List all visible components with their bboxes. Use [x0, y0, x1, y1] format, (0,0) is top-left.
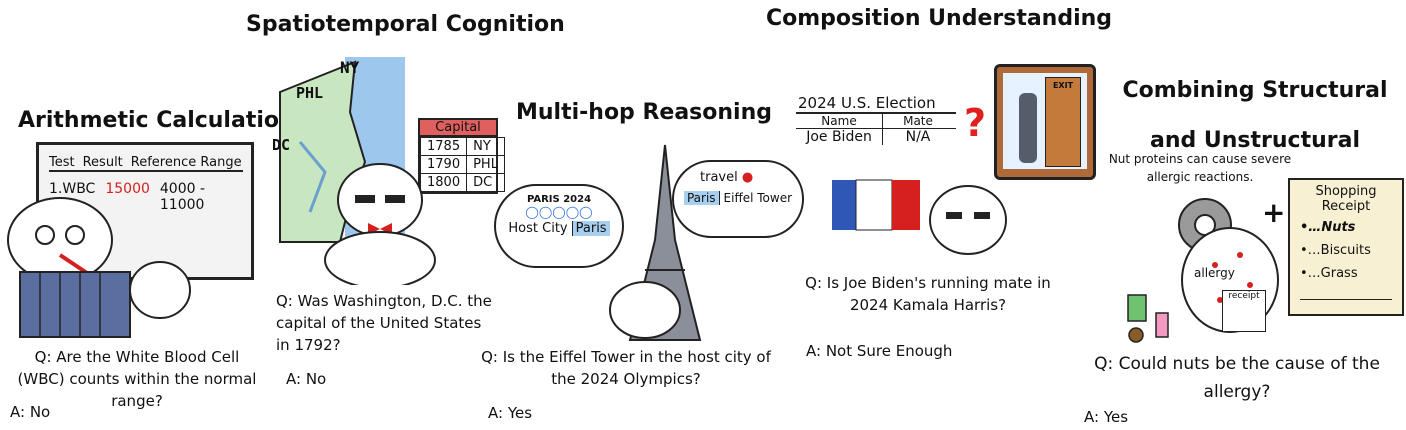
travel-row: Paris Eiffel Tower — [674, 191, 802, 205]
calendar-header: Capital — [420, 120, 496, 137]
host-city-value: Paris — [572, 221, 610, 236]
receipt-item: •…Grass — [1300, 266, 1358, 281]
small-receipt-label: receipt — [1228, 291, 1260, 301]
travel-text: travel — [700, 170, 738, 185]
map-label-phl: PHL — [296, 84, 324, 102]
alpaca-sick-illustration — [7, 197, 191, 338]
exit-door: EXIT — [1045, 77, 1081, 167]
calendar-year: 1785 — [419, 137, 468, 156]
election-title: 2024 U.S. Election — [796, 94, 956, 114]
calendar-city: PHL — [466, 155, 505, 174]
board-header: Test Result Reference Range — [49, 155, 243, 172]
composition-title: Composition Understanding — [766, 6, 1113, 31]
multihop-question: Q: Is the Eiffel Tower in the host city … — [481, 348, 771, 388]
receipt-item: •…Biscuits — [1300, 243, 1371, 258]
plus-icon: + — [1262, 196, 1286, 229]
host-city-row: Host City Paris — [496, 221, 622, 236]
structural-title: Combining Structural and Unstructural — [1122, 78, 1388, 153]
eiffel-tower-illustration — [609, 144, 702, 341]
tv-screen: EXIT — [1003, 73, 1087, 169]
receipt-item-label: Nuts — [1321, 220, 1356, 235]
map-label-dc: DC — [272, 136, 291, 154]
calendar-table: 1785 NY 1790 PHL 1800 DC — [419, 137, 505, 192]
structural-question: Q: Could nuts be the cause of the allerg… — [1094, 354, 1380, 402]
composition-question: Q: Is Joe Biden's running mate in 2024 K… — [805, 274, 1051, 314]
host-city-label: Host City — [508, 221, 573, 236]
composition-answer: A: Not Sure Enough — [806, 342, 953, 360]
alpaca-sunglasses-illustration — [324, 163, 436, 285]
board-header-range: Reference Range — [130, 155, 242, 170]
board-test: 1.WBC — [49, 181, 96, 197]
map-label-ny: NY — [340, 58, 360, 77]
election-table: 2024 U.S. Election Name Mate Joe Biden N… — [796, 94, 956, 145]
calendar-year: 1800 — [419, 173, 468, 192]
question-mark-icon: ? — [964, 101, 986, 145]
travel-city: Paris — [683, 191, 720, 205]
receipt-title: Shopping Receipt — [1315, 184, 1377, 214]
capital-calendar: Capital 1785 NY 1790 PHL 1800 DC — [418, 118, 505, 194]
multihop-answer: A: Yes — [488, 404, 533, 422]
arithmetic-answer: A: No — [10, 403, 51, 421]
receipt-divider — [1300, 299, 1392, 300]
travel-place: Eiffel Tower — [723, 191, 793, 205]
spatiotemporal-answer: A: No — [286, 370, 327, 388]
travel-label: travel ● — [700, 170, 802, 185]
calendar-city: DC — [466, 173, 505, 192]
spatiotemporal-title: Spatiotemporal Cognition — [246, 12, 565, 37]
calendar-city: NY — [466, 137, 505, 156]
multihop-title: Multi-hop Reasoning — [516, 100, 772, 125]
olympics-label: PARIS 2024 — [526, 194, 592, 205]
board-header-result: Result — [82, 155, 123, 170]
receipt-item: •…Nuts — [1300, 220, 1356, 235]
travel-cloud: travel ● Paris Eiffel Tower — [672, 160, 804, 238]
calendar-year: 1790 — [419, 155, 468, 174]
spatiotemporal-question: Q: Was Washington, D.C. the capital of t… — [276, 292, 492, 354]
shopping-receipt: Shopping Receipt •…Nuts •…Biscuits •…Gra… — [1288, 178, 1404, 316]
calendar-row: 1785 NY — [419, 137, 505, 156]
olympic-rings-icon: ◯◯◯◯◯ — [525, 205, 593, 219]
calendar-row: 1790 PHL — [419, 155, 505, 174]
calendar-row: 1800 DC — [419, 173, 505, 192]
board-header-test: Test — [49, 155, 75, 170]
election-header: Name Mate — [796, 114, 956, 129]
allergy-label: allergy — [1194, 266, 1235, 280]
row-mate: N/A — [905, 129, 931, 145]
structural-answer: A: Yes — [1084, 408, 1129, 426]
arithmetic-question: Q: Are the White Blood Cell (WBC) counts… — [17, 348, 257, 410]
col-name: Name — [796, 114, 883, 128]
allergy-note: Nut proteins can cause severe allergic r… — [1108, 152, 1292, 184]
olympics-cloud: PARIS 2024 ◯◯◯◯◯ Host City Paris — [494, 184, 624, 268]
car-icon: ● — [741, 170, 754, 185]
svg-text:?: ? — [964, 101, 986, 145]
election-row: Joe Biden N/A — [796, 129, 956, 145]
man-figure — [1019, 93, 1037, 163]
tv-frame: EXIT — [994, 64, 1096, 180]
small-receipt: receipt — [1222, 290, 1266, 332]
board-row: 1.WBC 15000 4000 - 11000 — [49, 181, 251, 213]
arithmetic-title: Arithmetic Calculation — [18, 108, 295, 133]
receipt-item-label: Grass — [1320, 266, 1358, 281]
board-result: 15000 — [105, 181, 150, 197]
col-mate: Mate — [903, 114, 933, 128]
flag-alpaca-illustration — [832, 179, 1007, 255]
board-range: 4000 - 11000 — [159, 181, 206, 213]
exit-sign: EXIT — [1052, 81, 1074, 90]
receipt-item-label: Biscuits — [1320, 243, 1371, 258]
row-name: Joe Biden — [796, 129, 883, 145]
